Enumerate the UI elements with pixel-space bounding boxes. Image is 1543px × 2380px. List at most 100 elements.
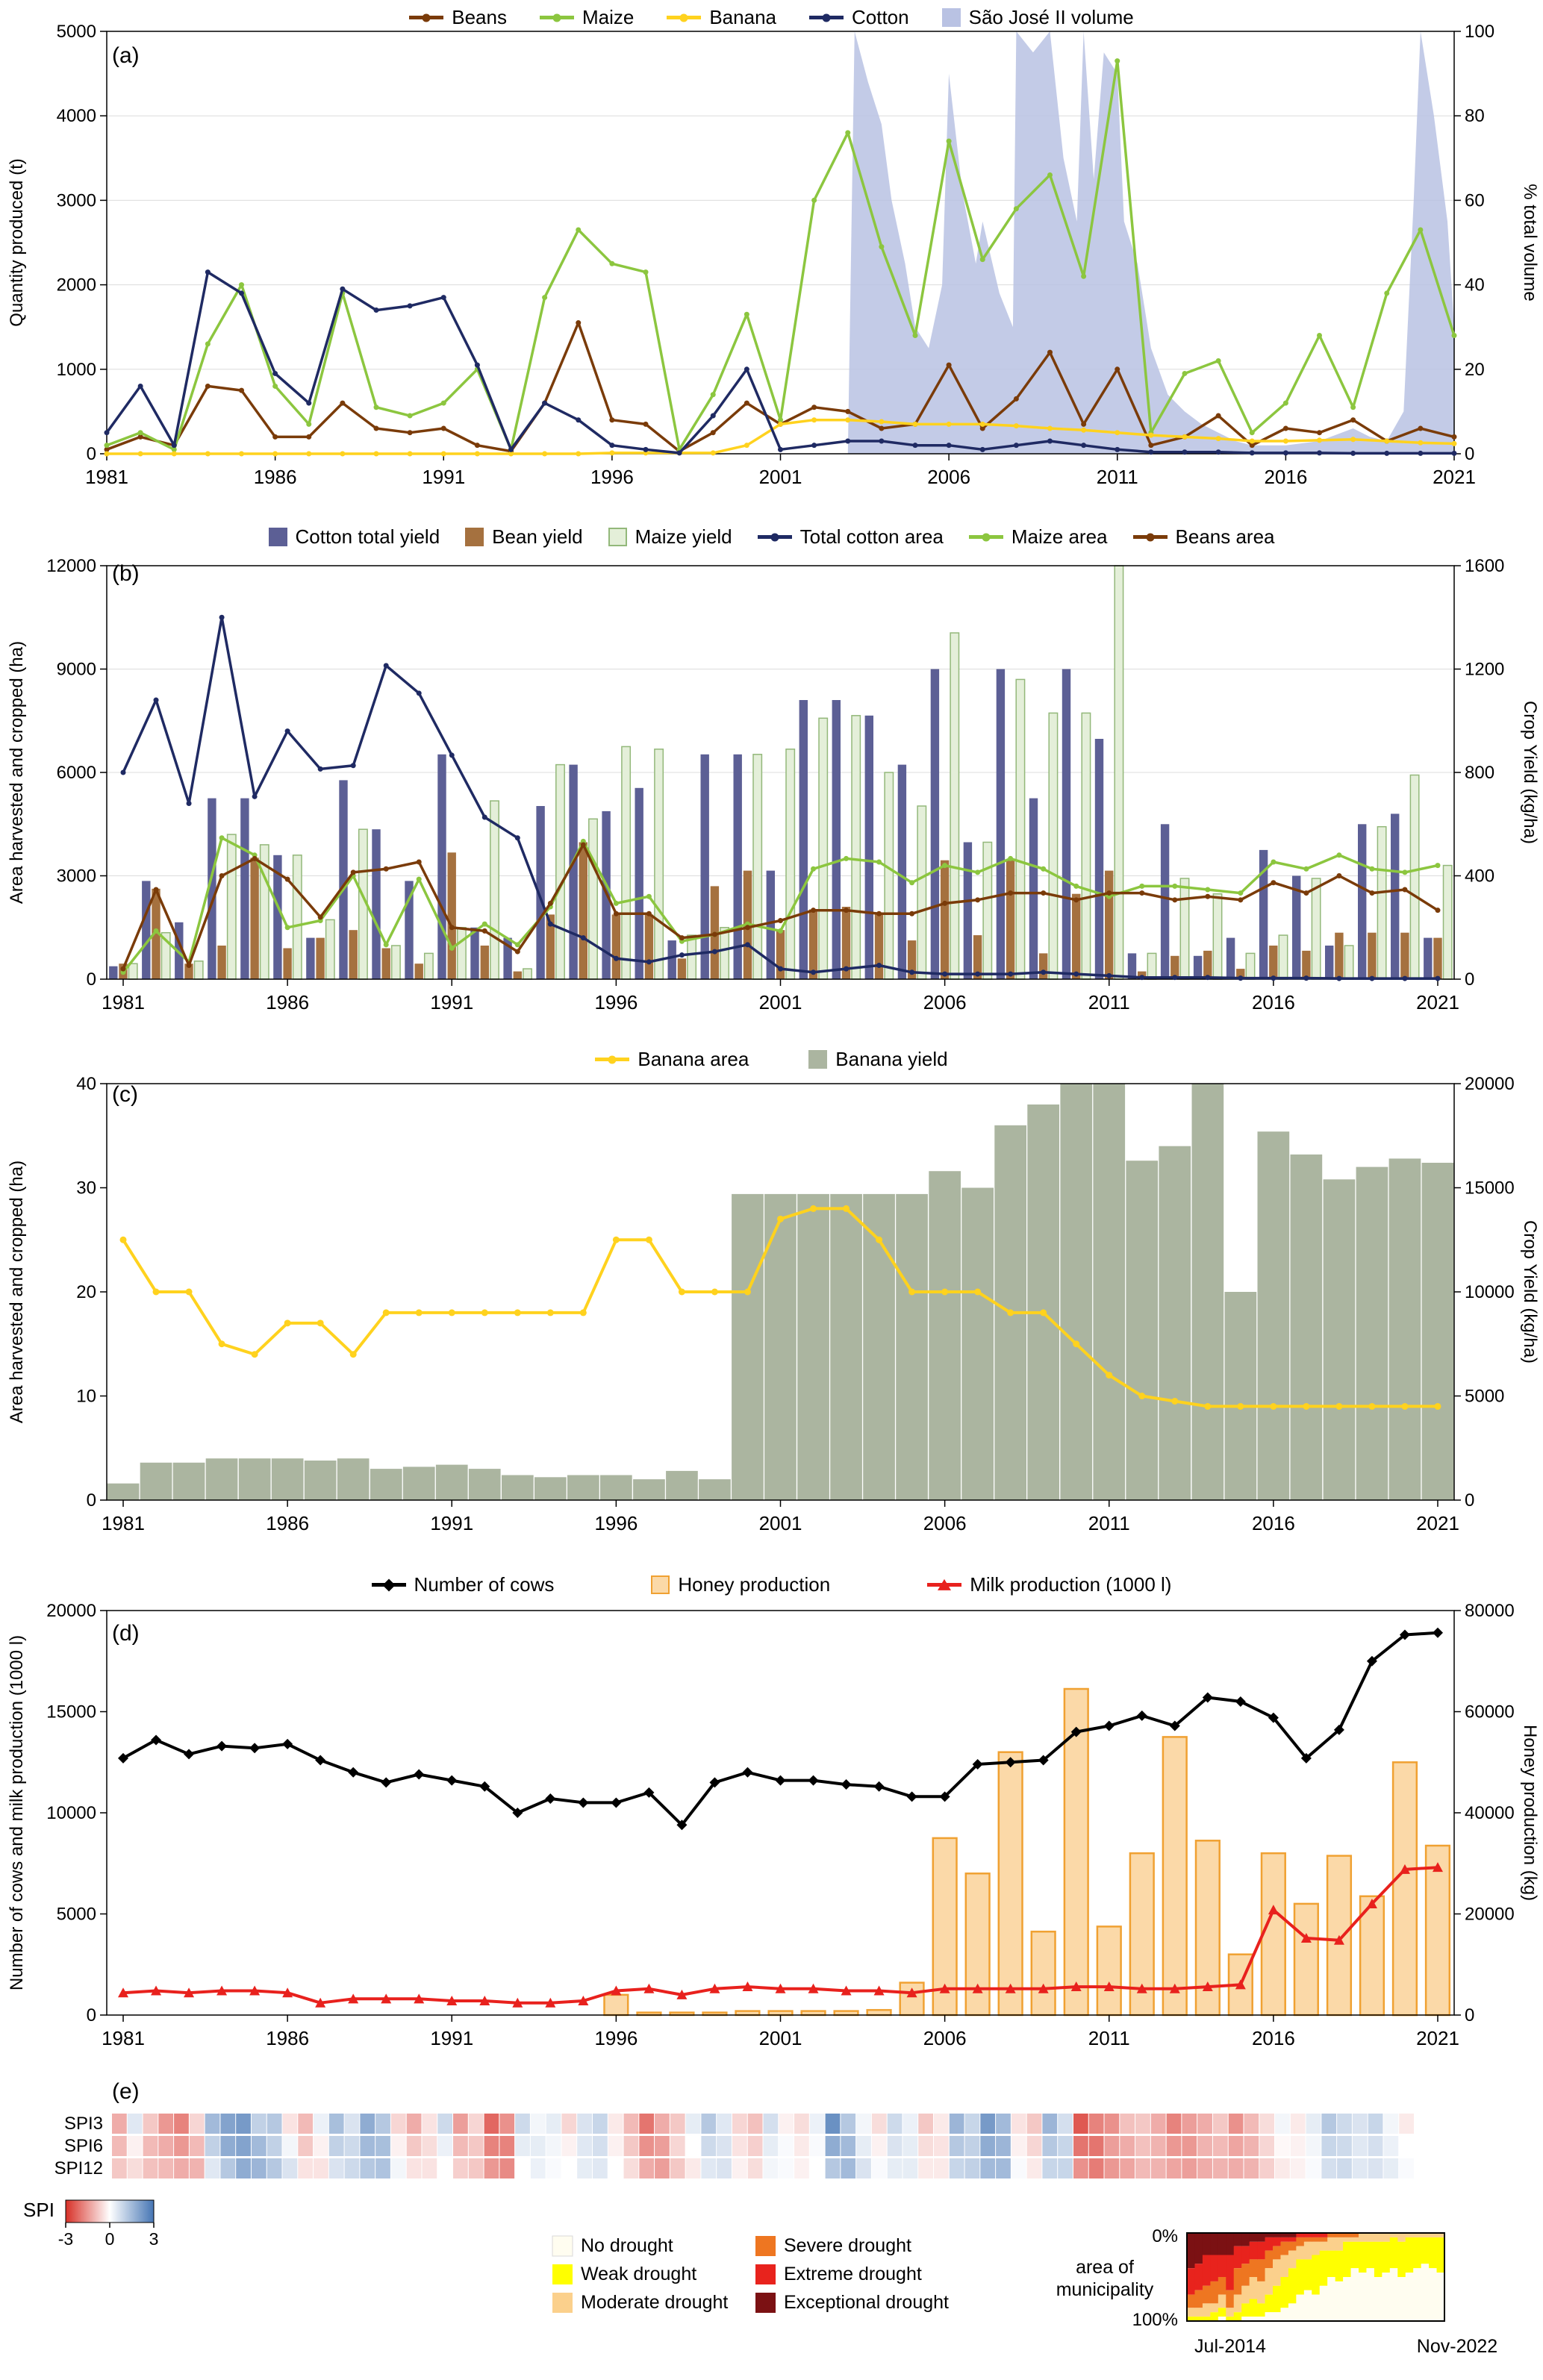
spi-cell (980, 2136, 996, 2156)
maize-yield-bar (390, 945, 401, 980)
left-tick-label: 15000 (46, 1702, 96, 1722)
municipality-column-segment (1288, 2241, 1297, 2251)
left-axis-title: Area harvested and cropped (ha) (7, 1161, 27, 1423)
spi-cell (856, 2136, 871, 2156)
municipality-column-segment (1296, 2246, 1305, 2260)
cotton-total-yield-bar (897, 764, 907, 979)
spi-cell (825, 2158, 841, 2178)
bean-yield-bar (152, 888, 160, 979)
spi-cell (468, 2136, 484, 2156)
severe-drought-swatch (755, 2236, 776, 2256)
x-tick-label: 1981 (102, 2027, 145, 2049)
municipality-start-date: Jul-2014 (1194, 2336, 1266, 2357)
spi-cell (1290, 2114, 1306, 2134)
panel-a-legend: Beans Maize Banana Cotton São José II volume (0, 6, 1543, 29)
dot-icon (1146, 533, 1155, 541)
honey-production-bar (1260, 1852, 1286, 2017)
left-tick-label: 30 (76, 1178, 96, 1199)
spi-cell (1042, 2158, 1058, 2178)
honey-production-bar (1030, 1930, 1056, 2017)
maize-yield-bar (588, 818, 598, 980)
municipality-column-segment (1382, 2273, 1391, 2321)
spi-cell (236, 2158, 251, 2178)
spi-cell (655, 2158, 670, 2178)
spi-cell (964, 2136, 980, 2156)
spi-cell (1088, 2114, 1104, 2134)
municipality-column-segment (1194, 2290, 1203, 2308)
left-tick-label: 0 (87, 2005, 96, 2026)
municipality-column-segment (1249, 2233, 1258, 2242)
maize-yield-bar (884, 772, 894, 980)
spi-row-label: SPI3 (64, 2114, 103, 2134)
spi-cell (980, 2158, 996, 2178)
cotton-total-yield-bar (799, 700, 808, 979)
spi-cell (1088, 2136, 1104, 2156)
banana-yield-bar (600, 1475, 632, 1500)
bean-yield-bar (480, 946, 489, 979)
spi-cell (484, 2158, 499, 2178)
panel-a-chart: 0 1000 2000 3000 4000 5000 0 20 40 60 80 100 1981 198… (7, 22, 1540, 488)
municipality-column-segment (1319, 2237, 1328, 2242)
municipality-column-segment (1335, 2237, 1344, 2251)
x-tick-label: 1981 (102, 991, 145, 1013)
maize-yield-bar (1344, 945, 1354, 980)
maize-yield-bar (1015, 678, 1026, 980)
spi-cell (251, 2114, 266, 2134)
spi-cell (530, 2136, 546, 2156)
spi-cell (1150, 2136, 1166, 2156)
spi-cell (484, 2114, 499, 2134)
spi-cell (577, 2136, 592, 2156)
municipality-column-segment (1288, 2233, 1297, 2237)
honey-production-bar (1391, 1761, 1418, 2017)
bean-yield-bar (1400, 932, 1409, 979)
banana-yield-bar (402, 1467, 435, 1500)
no-drought-label: No drought (581, 2235, 673, 2256)
spi-cell (158, 2114, 174, 2134)
x-tick-label: 1981 (102, 1512, 145, 1534)
municipality-column-segment (1280, 2255, 1289, 2277)
bean-yield-bar (808, 909, 818, 979)
municipality-column-segment (1233, 2312, 1242, 2321)
x-tick-label: 2011 (1097, 466, 1138, 488)
spi-cell (1244, 2114, 1259, 2134)
spi-cell (964, 2158, 980, 2178)
x-tick-label: 1981 (85, 466, 128, 488)
x-tick-label: 1986 (266, 991, 309, 1013)
left-tick-label: 1000 (57, 360, 96, 380)
right-tick-label: 1600 (1465, 556, 1504, 576)
spi-cell (639, 2158, 655, 2178)
municipality-column-segment (1257, 2241, 1265, 2260)
maize-yield-bar (654, 749, 664, 980)
spi-cell (841, 2136, 856, 2156)
bean-yield-bar (1269, 946, 1278, 979)
spi-cell (670, 2136, 685, 2156)
panel-a-label: (a) (112, 43, 140, 68)
no-drought-swatch (552, 2235, 573, 2257)
spi-cell (314, 2114, 328, 2134)
cotton-total-yield-bar (1062, 669, 1071, 979)
honey-production-bar (964, 1873, 991, 2017)
maize-yield-bar (423, 952, 434, 980)
right-tick-label: 400 (1465, 866, 1494, 887)
spi-cell (1073, 2158, 1088, 2178)
spi-cell (763, 2136, 779, 2156)
municipality-column-segment (1382, 2233, 1391, 2242)
spi-cell (174, 2114, 189, 2134)
weak-drought-swatch (552, 2264, 573, 2284)
cotton-total-yield-bar (996, 669, 1006, 979)
banana-yield-bar (337, 1458, 370, 1500)
spi-cell (903, 2136, 918, 2156)
spi-cell (1197, 2114, 1212, 2134)
municipality-column-segment (1265, 2268, 1274, 2295)
banana-yield-bar (797, 1193, 829, 1500)
diamond-icon (382, 1578, 396, 1591)
spi-cell (685, 2136, 701, 2156)
municipality-column-segment (1187, 2268, 1195, 2295)
cotton-total-yield-bar (930, 669, 940, 979)
spi-cell (685, 2114, 701, 2134)
banana-yield-bar (666, 1470, 698, 1500)
right-tick-label: 0 (1465, 2005, 1474, 2026)
municipality-column-segment (1366, 2233, 1375, 2242)
cotton-total-yield-bar (142, 881, 151, 979)
spi-cell (1290, 2136, 1306, 2156)
